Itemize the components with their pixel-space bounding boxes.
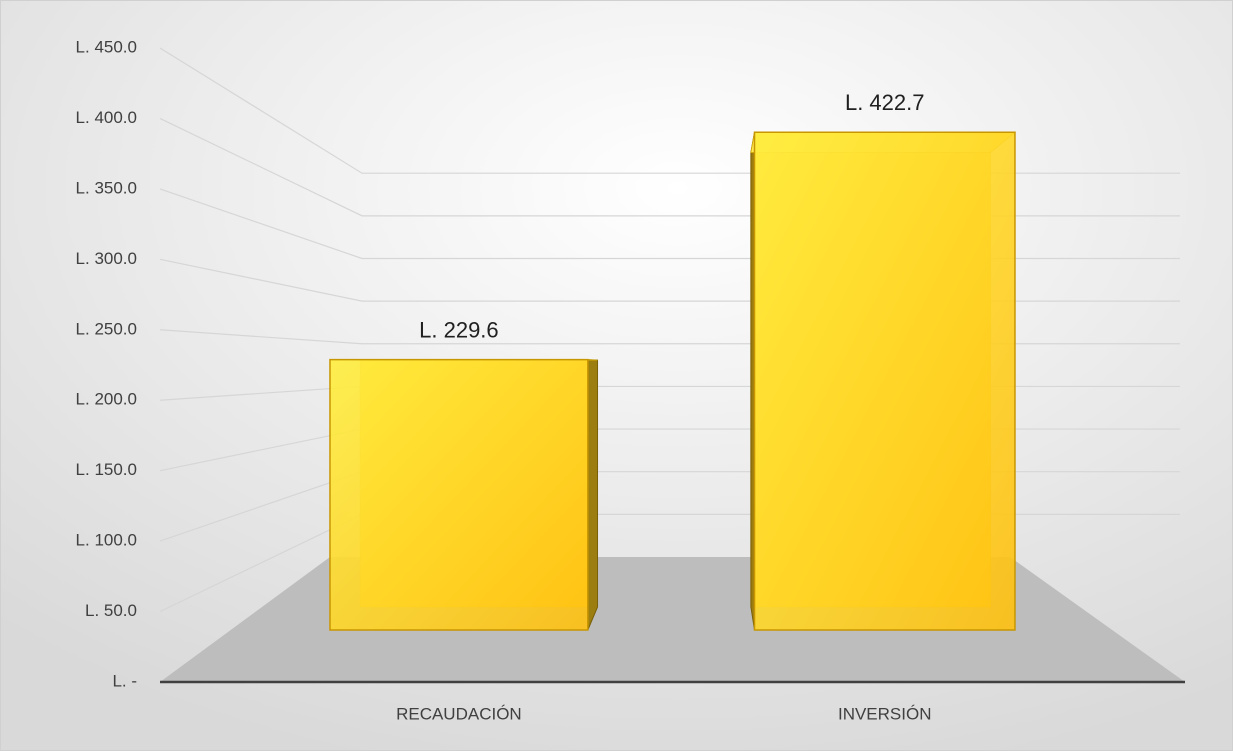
y-tick-label: L. 200.0 <box>76 390 137 409</box>
y-tick-label: L. 300.0 <box>76 249 137 268</box>
y-tick-label: L. - <box>112 671 137 690</box>
x-tick-label: RECAUDACIÓN <box>396 704 522 723</box>
y-tick-label: L. 400.0 <box>76 108 137 127</box>
y-tick-label: L. 50.0 <box>85 601 137 620</box>
y-tick-label: L. 150.0 <box>76 460 137 479</box>
y-tick-label: L. 450.0 <box>76 37 137 56</box>
bar <box>753 131 1016 631</box>
bar-side <box>587 359 599 631</box>
data-label: L. 229.6 <box>419 317 499 342</box>
y-tick-label: L. 250.0 <box>76 319 137 338</box>
data-label: L. 422.7 <box>845 90 925 115</box>
y-tick-label: L. 100.0 <box>76 531 137 550</box>
y-tick-label: L. 350.0 <box>76 178 137 197</box>
bar <box>329 358 589 631</box>
floor <box>160 557 1185 682</box>
x-tick-label: INVERSIÓN <box>838 704 932 723</box>
